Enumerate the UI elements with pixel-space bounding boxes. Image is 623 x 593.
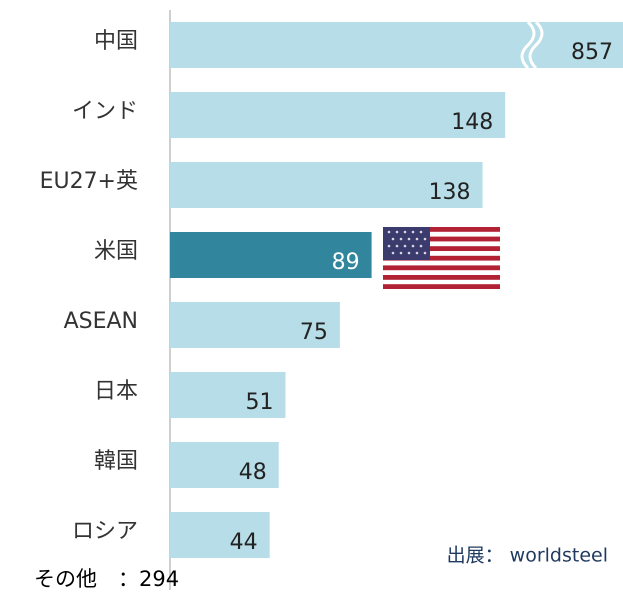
bar <box>170 442 279 488</box>
bar <box>170 302 340 348</box>
value-label: 51 <box>246 390 274 415</box>
y-tick-label: 韓国 <box>94 449 138 474</box>
value-label: 138 <box>429 180 471 205</box>
bar <box>170 162 483 208</box>
bar <box>170 22 623 68</box>
value-label: 89 <box>332 250 360 275</box>
y-tick-label: 米国 <box>94 239 138 264</box>
y-tick-label: ASEAN <box>64 309 138 334</box>
value-label: 44 <box>230 530 258 555</box>
us-flag <box>383 227 500 289</box>
bar <box>170 372 286 418</box>
axis-break <box>520 20 544 70</box>
value-label: 857 <box>571 40 613 65</box>
other-note: その他 ：294 <box>34 567 179 591</box>
y-tick-label: EU27+英 <box>40 169 138 194</box>
value-label: 48 <box>239 460 267 485</box>
plot-area <box>170 22 623 558</box>
y-tick-label: 中国 <box>94 29 138 54</box>
y-tick-label: 日本 <box>94 379 138 404</box>
y-tick-label: ロシア <box>72 519 138 544</box>
value-label: 148 <box>451 110 493 135</box>
y-tick-label: インド <box>72 99 138 124</box>
source-note: 出展： worldsteel <box>447 545 608 567</box>
bar <box>170 512 270 558</box>
bar <box>170 92 506 138</box>
bar <box>170 232 372 278</box>
value-label: 75 <box>300 320 328 345</box>
